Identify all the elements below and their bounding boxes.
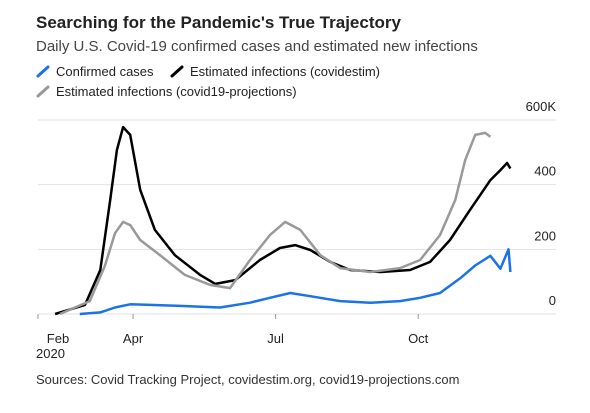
- legend-label: Estimated infections (covidestim): [190, 64, 380, 79]
- y-tick-label: 400: [534, 164, 556, 179]
- y-tick-label: 200: [534, 228, 556, 243]
- series-line: [79, 248, 512, 316]
- series-line: [54, 125, 512, 316]
- legend-swatch: [36, 85, 50, 98]
- source-note: Sources: Covid Tracking Project, covides…: [36, 372, 459, 387]
- chart-title: Searching for the Pandemic's True Trajec…: [36, 13, 401, 32]
- x-tick-label: Feb: [47, 331, 69, 346]
- x-tick-label: Jul: [267, 331, 284, 346]
- legend-label: Confirmed cases: [56, 64, 154, 79]
- x-tick-label: Apr: [123, 331, 144, 346]
- legend-label: Estimated infections (covid19-projection…: [56, 84, 297, 99]
- y-tick-label: 600K: [526, 99, 557, 114]
- series-line: [59, 131, 492, 316]
- legend-swatch: [36, 65, 50, 78]
- y-tick-label: 0: [549, 293, 556, 308]
- legend-swatch: [170, 65, 184, 78]
- x-tick-label: Oct: [408, 331, 429, 346]
- x-year-label: 2020: [36, 346, 65, 361]
- chart-subtitle: Daily U.S. Covid-19 confirmed cases and …: [36, 38, 478, 55]
